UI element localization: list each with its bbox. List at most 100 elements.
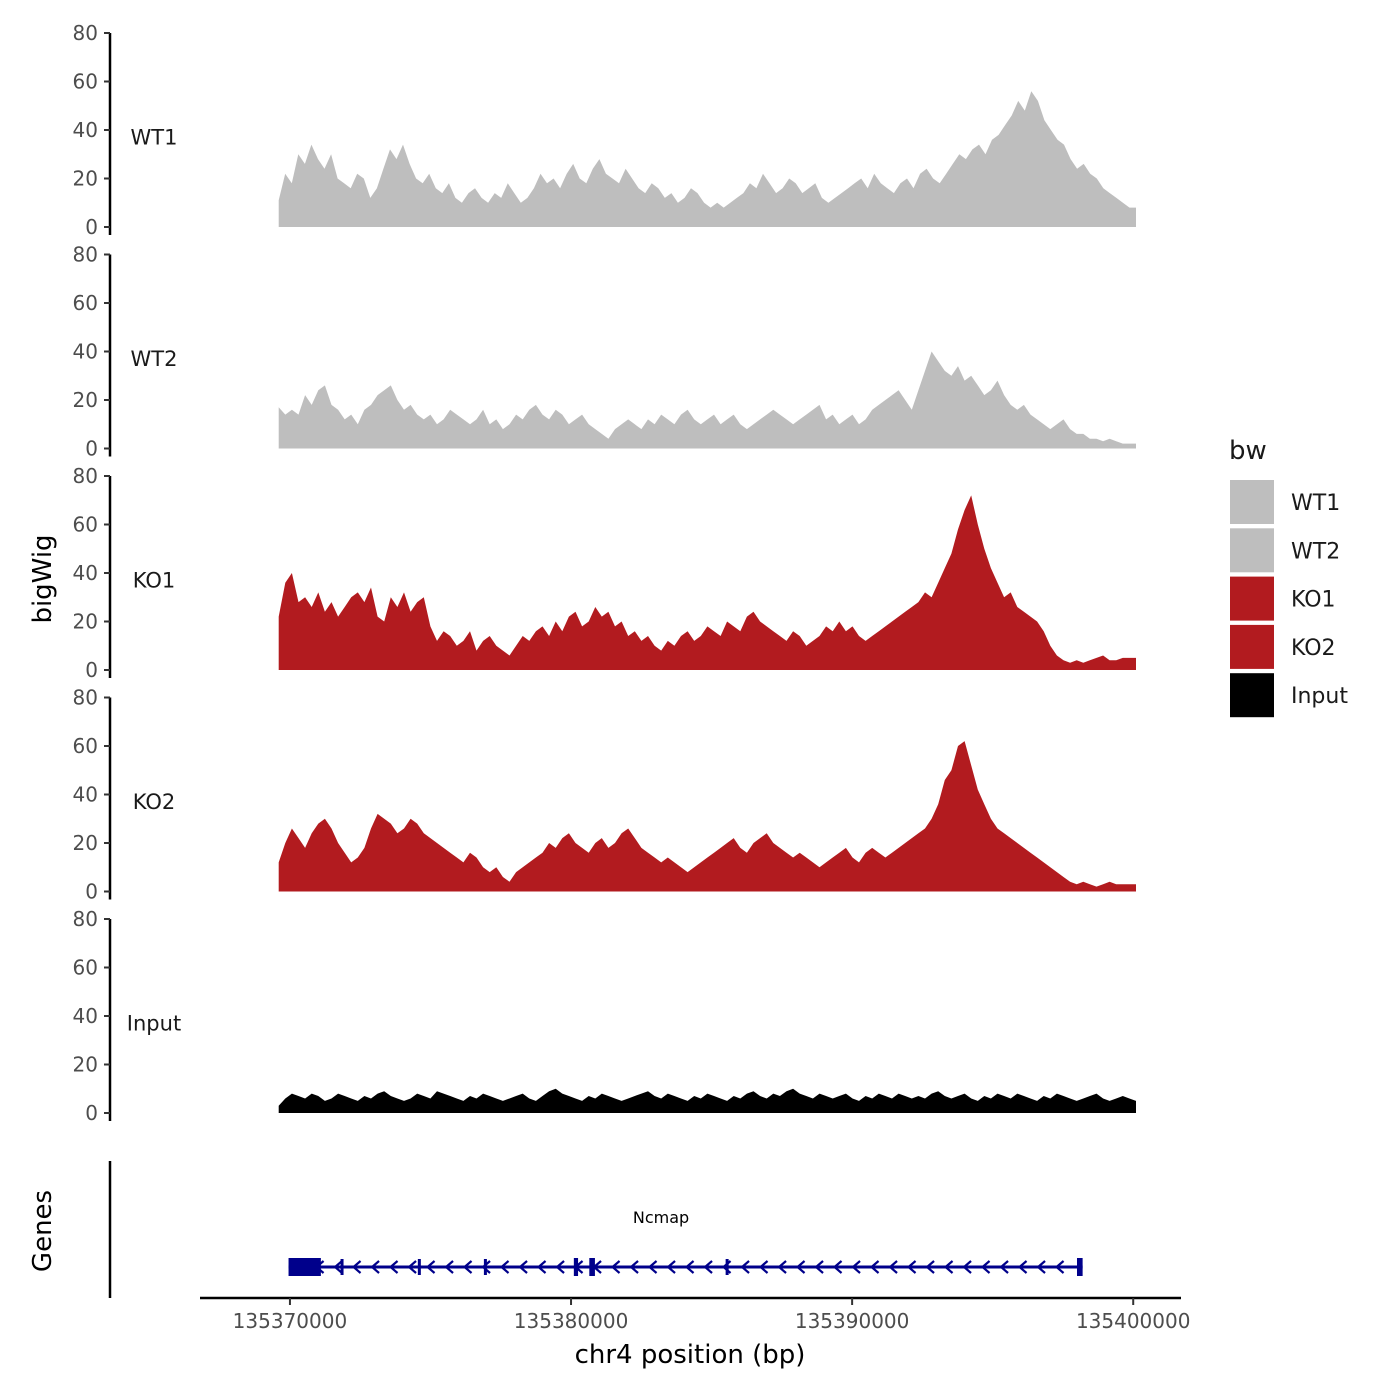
gene-exon [483, 1259, 487, 1275]
strand-arrow-icon [388, 1260, 399, 1274]
strand-arrow-icon [740, 1260, 750, 1274]
coverage-area [278, 495, 1136, 670]
strand-arrow-icon [536, 1260, 547, 1274]
strand-arrow-icon [851, 1260, 861, 1274]
legend: bw WT1 WT2 KO1 KO2 Input [1229, 436, 1348, 718]
y-tick-label: 60 [73, 70, 98, 94]
y-tick-label: 40 [73, 118, 98, 142]
genes-panel: Ncmap [108, 1161, 1083, 1298]
legend-label: WT1 [1291, 491, 1340, 516]
x-axis: 135370000 135380000 135390000 135400000 [200, 1296, 1191, 1333]
strand-arrow-icon [370, 1260, 380, 1274]
strand-arrow-icon [832, 1260, 843, 1274]
strand-arrow-icon [980, 1260, 991, 1274]
strand-arrow-icon [906, 1260, 917, 1274]
y-tick-label: 20 [73, 831, 98, 855]
strand-arrow-icon [1017, 1260, 1028, 1274]
coverage-tracks: 0 20 40 60 80 WT1 0 20 40 60 80 WT2 0 20 40 60 80 KO1 0 20 4… [73, 21, 1136, 1125]
strand-arrow-icon [869, 1260, 880, 1274]
legend-entry: KO1 [1230, 576, 1336, 621]
x-tick-label: 135400000 [1076, 1309, 1191, 1333]
strand-arrow-icon [555, 1260, 565, 1274]
legend-label: KO1 [1291, 588, 1336, 613]
gene-exon [589, 1258, 595, 1276]
y-tick-label: 20 [73, 1053, 98, 1077]
strand-arrow-icon [481, 1260, 491, 1274]
legend-entry: KO2 [1230, 624, 1336, 669]
legend-entries: WT1 WT2 KO1 KO2 Input [1230, 480, 1348, 718]
y-tick-label: 60 [73, 291, 98, 315]
gene-exon [725, 1259, 729, 1275]
gene-exon [1076, 1258, 1083, 1276]
strand-arrow-icon [814, 1260, 824, 1274]
y-axis-title: bigWig [28, 534, 58, 623]
legend-label: Input [1291, 684, 1348, 709]
track-input: 0 20 40 60 80 Input [73, 907, 1136, 1125]
y-tick-label: 60 [73, 513, 98, 537]
x-tick-label: 135390000 [795, 1309, 910, 1333]
gene-exon [340, 1259, 344, 1275]
track-ko1: 0 20 40 60 80 KO1 [73, 464, 1136, 682]
strand-arrow-icon [888, 1260, 898, 1274]
legend-swatch [1230, 624, 1274, 669]
legend-entry: WT1 [1230, 480, 1340, 524]
strand-arrow-icon [610, 1260, 621, 1274]
y-tick-label: 0 [85, 1101, 98, 1125]
strand-arrow-icon [943, 1260, 954, 1274]
coverage-area [278, 1088, 1136, 1113]
track-label: Input [127, 1011, 181, 1035]
strand-arrow-icon [518, 1260, 528, 1274]
strand-arrow-icon [925, 1260, 935, 1274]
strand-arrow-icon [333, 1260, 343, 1274]
y-tick-label: 40 [73, 1004, 98, 1028]
y-tick-label: 0 [85, 437, 98, 461]
y-tick-label: 0 [85, 880, 98, 904]
x-axis-title: chr4 position (bp) [575, 1340, 806, 1370]
y-tick-label: 40 [73, 561, 98, 585]
y-tick-label: 20 [73, 388, 98, 412]
y-tick-label: 40 [73, 340, 98, 364]
strand-arrow-icon [758, 1260, 769, 1274]
track-ko2: 0 20 40 60 80 KO2 [73, 686, 1136, 904]
coverage-area [278, 91, 1136, 227]
strand-arrow-icon [647, 1260, 658, 1274]
x-tick-label: 135380000 [514, 1309, 629, 1333]
strand-arrow-icon [351, 1260, 362, 1274]
track-wt2: 0 20 40 60 80 WT2 [73, 243, 1136, 461]
track-label: KO1 [133, 568, 176, 592]
legend-swatch [1230, 480, 1274, 524]
legend-swatch [1230, 528, 1274, 573]
strand-arrow-icon [777, 1260, 787, 1274]
legend-swatch [1230, 576, 1274, 621]
y-tick-label: 80 [73, 21, 98, 45]
genes-panel-title: Genes [28, 1190, 58, 1272]
y-tick-label: 60 [73, 956, 98, 980]
gene-exon [288, 1258, 321, 1276]
strand-arrow-icon [795, 1260, 806, 1274]
gene-exon [573, 1258, 579, 1276]
legend-entry: WT2 [1230, 528, 1340, 573]
y-tick-label: 80 [73, 464, 98, 488]
gene-name-label: Ncmap [633, 1208, 689, 1227]
y-tick-label: 0 [85, 658, 98, 682]
track-label: WT2 [131, 347, 178, 371]
strand-arrow-icon [1054, 1260, 1065, 1274]
y-tick-label: 20 [73, 610, 98, 634]
strand-arrow-icon [629, 1260, 639, 1274]
legend-swatch [1230, 673, 1274, 718]
y-tick-label: 40 [73, 783, 98, 807]
legend-entry: Input [1230, 673, 1348, 718]
strand-arrow-icon [703, 1260, 713, 1274]
y-tick-label: 20 [73, 167, 98, 191]
strand-arrow-icon [407, 1260, 417, 1274]
track-label: WT1 [131, 125, 178, 149]
strand-arrow-icon [999, 1260, 1009, 1274]
y-tick-label: 80 [73, 243, 98, 267]
legend-label: KO2 [1291, 636, 1336, 661]
y-tick-label: 0 [85, 215, 98, 239]
coverage-area [278, 741, 1136, 892]
strand-arrow-icon [1036, 1260, 1046, 1274]
strand-arrow-icon [499, 1260, 510, 1274]
strand-arrow-icon [444, 1260, 454, 1274]
